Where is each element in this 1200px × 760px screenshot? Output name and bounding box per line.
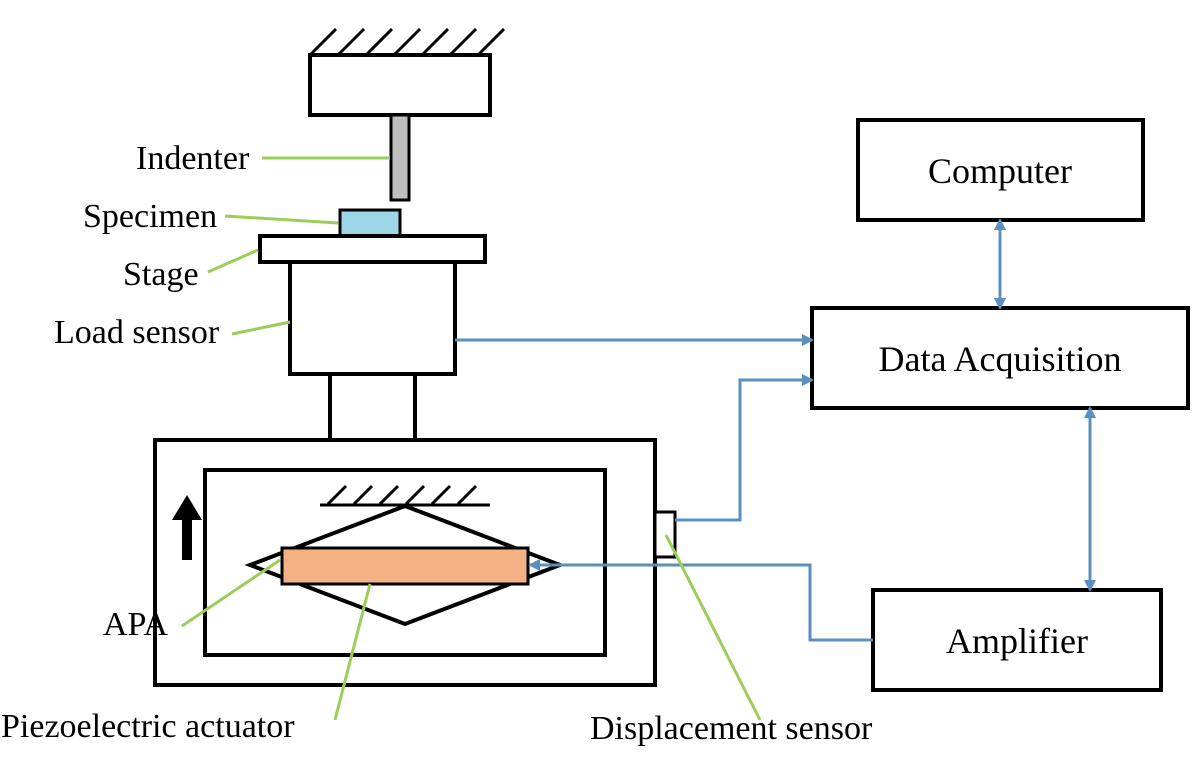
amplifier-label: Amplifier	[946, 621, 1088, 661]
specimen-label: Specimen	[83, 198, 217, 236]
apa-label: APA	[103, 606, 168, 644]
indenter-label: Indenter	[136, 140, 249, 178]
top-ground-hatch	[310, 29, 504, 55]
indenter-shaft	[391, 115, 409, 200]
piezo-bar	[282, 548, 528, 584]
top-mount	[310, 55, 490, 115]
load-sensor-block	[290, 262, 455, 374]
data-acq-label: Data Acquisition	[879, 339, 1122, 379]
stage-label: Stage	[123, 256, 199, 294]
conn-disp-data	[675, 380, 812, 520]
stage-block	[260, 236, 485, 262]
specimen-block	[340, 210, 400, 236]
computer-label: Computer	[928, 151, 1072, 191]
displacement-sensor-label: Displacement sensor	[590, 710, 872, 748]
piezo-actuator-label: Piezoelectric actuator	[1, 708, 295, 746]
displacement-sensor-tab	[655, 512, 675, 557]
load-sensor-label: Load sensor	[54, 314, 219, 352]
housing-stem	[330, 374, 415, 440]
